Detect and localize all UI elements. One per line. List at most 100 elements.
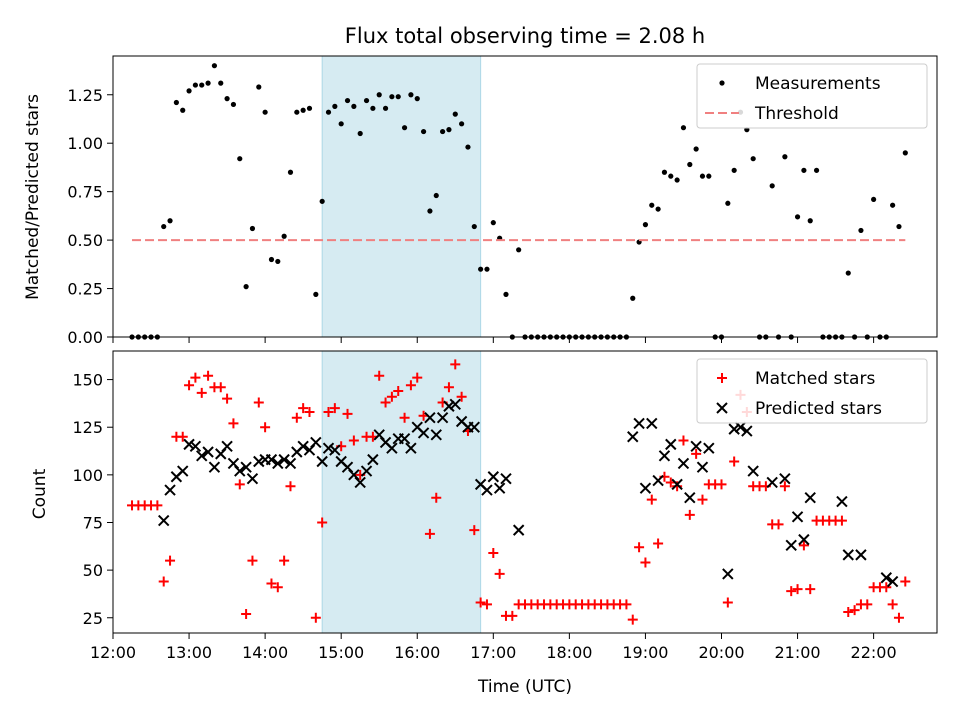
data-point — [484, 266, 490, 272]
data-point — [703, 442, 715, 454]
data-point — [687, 161, 693, 168]
data-point — [218, 80, 224, 86]
x-tick-label: 16:00 — [394, 643, 440, 662]
data-point — [380, 397, 391, 408]
data-point — [313, 291, 319, 297]
data-point — [420, 128, 427, 135]
data-point — [398, 432, 411, 445]
data-point — [348, 435, 359, 446]
data-point — [465, 144, 471, 150]
data-point — [189, 440, 202, 452]
data-point — [849, 605, 860, 616]
data-point — [693, 146, 699, 152]
data-point — [272, 582, 283, 593]
data-point — [228, 418, 239, 429]
data-point — [272, 457, 284, 470]
data-point — [211, 63, 218, 69]
data-point — [481, 599, 492, 610]
data-point — [265, 453, 278, 466]
data-point — [449, 398, 461, 411]
data-point — [634, 542, 645, 553]
data-point — [750, 156, 756, 162]
data-point — [642, 222, 649, 228]
data-point — [469, 525, 480, 536]
data-point — [237, 156, 243, 162]
data-point — [294, 109, 300, 115]
data-point — [177, 431, 188, 442]
data-point — [658, 450, 671, 462]
legend: Measurements Threshold — [696, 63, 928, 129]
data-point — [405, 380, 416, 391]
data-point — [412, 372, 423, 383]
data-point — [202, 446, 214, 458]
legend-label: Matched stars — [755, 369, 875, 389]
legend-box — [696, 358, 928, 424]
data-point — [773, 519, 784, 530]
data-point — [278, 453, 290, 466]
data-point — [424, 411, 436, 424]
data-point — [443, 400, 455, 412]
data-point — [805, 584, 816, 595]
data-point — [794, 214, 801, 220]
data-point — [167, 218, 173, 224]
data-point — [722, 568, 734, 580]
data-point — [253, 397, 264, 408]
data-point — [256, 84, 262, 90]
data-point — [408, 92, 414, 98]
data-point — [734, 421, 747, 433]
data-point — [507, 610, 518, 621]
data-point — [630, 295, 636, 301]
data-point — [436, 411, 449, 424]
data-point — [845, 270, 851, 276]
data-point — [475, 597, 486, 608]
data-point — [671, 478, 683, 491]
legend-box — [696, 63, 928, 129]
data-point — [275, 258, 281, 265]
x-tick-label: 15:00 — [318, 643, 364, 662]
x-tick-label: 17:00 — [470, 643, 516, 662]
data-point — [731, 167, 737, 173]
y-tick-label: 25 — [83, 609, 103, 628]
data-point — [246, 472, 259, 485]
data-point — [354, 476, 366, 489]
data-point — [287, 169, 294, 175]
data-point — [471, 223, 477, 230]
x-tick-label: 12:00 — [90, 643, 136, 662]
data-point — [424, 528, 435, 539]
data-point — [164, 484, 176, 496]
data-point — [516, 247, 522, 253]
data-point — [253, 455, 265, 468]
data-point — [360, 465, 373, 477]
data-point — [316, 455, 328, 468]
series-matched-stars — [127, 359, 911, 625]
data-point — [363, 97, 370, 104]
data-point — [260, 422, 271, 433]
data-point — [279, 555, 290, 566]
data-point — [677, 457, 690, 470]
y-tick-label: 1.25 — [67, 86, 103, 105]
data-point — [317, 517, 328, 528]
top-plot: 0.00 0.25 0.50 0.75 1.00 1.25 Measurements Thre… — [67, 55, 938, 347]
data-point — [653, 538, 664, 549]
series-measurements — [129, 63, 908, 340]
x-tick-label: 20:00 — [698, 643, 744, 662]
data-point — [344, 97, 351, 104]
data-point — [247, 555, 258, 566]
data-point — [152, 500, 163, 511]
data-point — [640, 557, 651, 568]
data-point — [325, 109, 332, 115]
data-point — [249, 225, 256, 232]
data-point — [843, 607, 854, 618]
data-point — [785, 539, 797, 552]
data-point — [871, 196, 877, 203]
data-point — [215, 382, 226, 393]
data-point — [779, 472, 791, 485]
data-point — [208, 461, 221, 473]
data-point — [639, 482, 652, 494]
data-point — [621, 599, 632, 610]
data-point — [395, 94, 401, 100]
data-point — [696, 461, 709, 473]
data-point — [158, 514, 170, 527]
data-point — [241, 608, 252, 619]
data-point — [769, 183, 775, 189]
